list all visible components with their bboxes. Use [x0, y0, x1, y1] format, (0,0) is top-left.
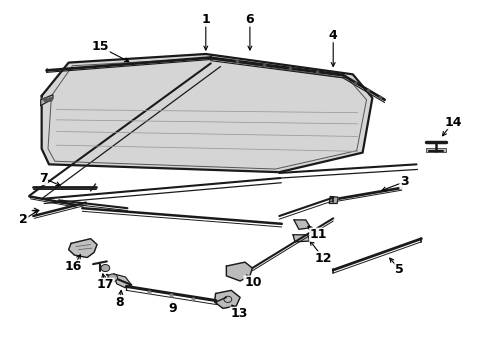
- Polygon shape: [294, 220, 311, 229]
- Polygon shape: [293, 235, 310, 242]
- Text: 16: 16: [65, 260, 82, 273]
- Text: 13: 13: [230, 307, 248, 320]
- Circle shape: [108, 274, 118, 282]
- Polygon shape: [114, 274, 131, 288]
- Text: 1: 1: [201, 13, 210, 26]
- Text: 3: 3: [400, 175, 409, 188]
- Text: 5: 5: [395, 263, 404, 276]
- Polygon shape: [215, 291, 240, 309]
- Text: 7: 7: [39, 172, 48, 185]
- Text: 2: 2: [19, 213, 28, 226]
- Polygon shape: [42, 54, 372, 172]
- Text: 17: 17: [97, 278, 114, 291]
- Text: 10: 10: [244, 276, 262, 289]
- Polygon shape: [41, 95, 53, 105]
- Circle shape: [101, 265, 110, 271]
- Text: 9: 9: [168, 302, 177, 315]
- Text: 14: 14: [444, 116, 462, 129]
- Polygon shape: [69, 239, 97, 257]
- Text: 11: 11: [310, 228, 327, 241]
- Text: 8: 8: [116, 296, 124, 309]
- FancyBboxPatch shape: [426, 148, 446, 152]
- Text: 6: 6: [245, 13, 254, 26]
- Text: 4: 4: [329, 29, 338, 42]
- Polygon shape: [329, 197, 338, 203]
- Text: 15: 15: [92, 40, 109, 53]
- Polygon shape: [226, 262, 252, 281]
- Text: 12: 12: [315, 252, 332, 265]
